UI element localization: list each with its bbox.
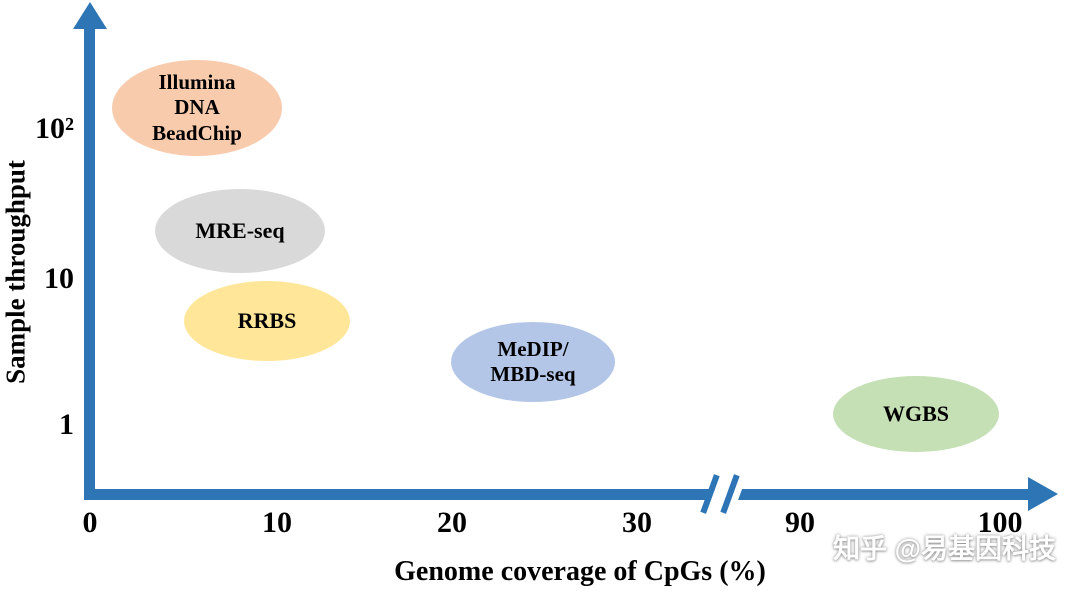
bubble-label: Illumina DNA BeadChip [152, 70, 242, 145]
bubble-label: WGBS [882, 400, 950, 426]
x-axis-arrowhead-icon [1028, 477, 1058, 511]
bubble-mre-seq: MRE-seq [155, 189, 325, 273]
bubble-rrbs: RRBS [184, 281, 350, 361]
bubble-illumina-dna-beadchip: Illumina DNA BeadChip [112, 60, 282, 156]
y-tick-label-10: 10 [44, 262, 74, 295]
x-axis-line [84, 489, 1028, 500]
x-tick-label-90: 90 [785, 506, 815, 539]
y-axis-arrowhead-icon [73, 2, 107, 29]
watermark: 知乎 @易基因科技 [833, 534, 1056, 564]
bubble-wgbs: WGBS [833, 376, 999, 452]
x-axis-title: Genome coverage of CpGs (%) [394, 556, 766, 587]
x-tick-label-30: 30 [622, 506, 652, 539]
y-axis-line [84, 22, 95, 500]
bubble-label: MeDIP/ MBD-seq [490, 336, 576, 386]
y-tick-label-1: 1 [59, 408, 74, 441]
x-tick-label-20: 20 [437, 506, 467, 539]
x-tick-label-0: 0 [82, 506, 98, 539]
x-tick-label-100: 100 [977, 506, 1023, 539]
bubble-medip-mbd-seq: MeDIP/ MBD-seq [451, 322, 615, 402]
bubble-label: MRE-seq [195, 217, 285, 243]
x-tick-label-10: 10 [262, 506, 292, 539]
y-tick-label-100: 10² [35, 112, 74, 145]
bubble-label: RRBS [237, 307, 297, 333]
